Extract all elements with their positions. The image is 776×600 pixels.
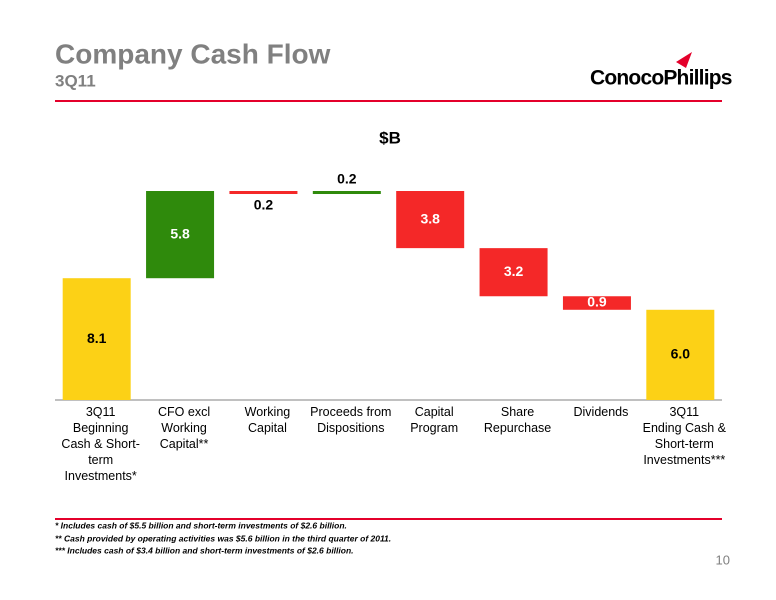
bar: [479, 248, 548, 297]
logo-text: ConocoPhillips: [590, 67, 732, 90]
x-tick-label-line: Dispositions: [317, 421, 384, 435]
value-label: 3.8: [420, 210, 440, 226]
x-tick-label: Dividends: [573, 405, 628, 419]
x-tick-label-line: Working: [161, 421, 207, 435]
bar: [62, 278, 131, 400]
value-label: 0.2: [337, 171, 357, 187]
x-tick-label-line: Program: [410, 421, 458, 435]
bar: [146, 191, 215, 279]
x-tick-label: Capital Program: [410, 405, 458, 435]
value-label: 6.0: [671, 346, 691, 362]
x-tick-label: 3Q11 Beginning Cash & Short-term Investment…: [61, 405, 140, 483]
bar: [312, 191, 381, 195]
x-tick-label-line: Cash & Short-: [61, 437, 140, 451]
value-label: 0.9: [587, 294, 607, 310]
value-label: 0.2: [254, 197, 274, 213]
bar: [646, 309, 715, 400]
bar: [229, 191, 298, 195]
x-tick-label-line: 3Q11: [669, 405, 699, 419]
x-tick-label-line: Dividends: [573, 405, 628, 419]
value-label: 5.8: [170, 225, 190, 241]
slide-title: Company Cash Flow: [55, 38, 331, 69]
value-label: 8.1: [87, 330, 107, 346]
x-tick-label: Proceeds from Dispositions: [310, 405, 391, 435]
x-tick-label: CFO excl Working Capital**: [158, 405, 210, 451]
x-tick-label-line: CFO excl: [158, 405, 210, 419]
chart-title: $B: [379, 128, 401, 147]
x-tick-label: Share Repurchase: [484, 405, 551, 435]
x-tick-label-line: term: [88, 453, 113, 467]
x-tick-label-line: Capital**: [160, 437, 209, 451]
slide-subtitle: 3Q11: [55, 71, 96, 90]
footnote: *** Includes cash of $3.4 billion and sh…: [55, 545, 354, 555]
footnote: * Includes cash of $5.5 billion and shor…: [55, 520, 347, 530]
page-number: 10: [716, 552, 730, 567]
x-tick-label-line: Share: [501, 405, 534, 419]
x-tick-label-line: Ending Cash &: [643, 421, 727, 435]
logo: ConocoPhillips: [590, 52, 733, 90]
x-tick-label: Working Capital: [245, 405, 291, 435]
x-tick-label-line: Capital: [415, 405, 454, 419]
x-tick-label-line: 3Q11: [86, 405, 116, 419]
value-label: 3.2: [504, 263, 524, 279]
x-tick-label-line: Beginning: [73, 421, 129, 435]
x-tick-label-line: Capital: [248, 421, 287, 435]
x-tick-label: 3Q11 Ending Cash & Short-term Investments**…: [643, 405, 727, 467]
bar: [562, 296, 631, 310]
x-tick-label-line: Proceeds from: [310, 405, 391, 419]
x-tick-label-line: Investments*: [65, 469, 137, 483]
logo-mark: [676, 52, 692, 68]
x-tick-label-line: Short-term: [655, 437, 714, 451]
footnote: ** Cash provided by operating activities…: [55, 533, 391, 543]
x-tick-label-line: Investments***: [643, 453, 725, 467]
x-tick-label-line: Working: [245, 405, 291, 419]
x-tick-label-line: Repurchase: [484, 421, 551, 435]
bar: [396, 191, 465, 249]
